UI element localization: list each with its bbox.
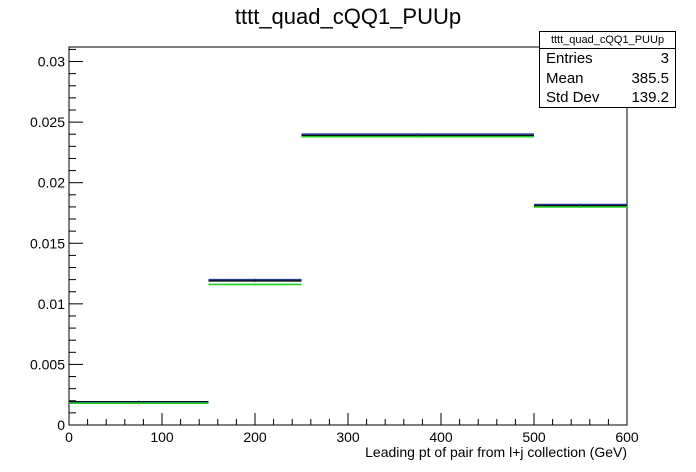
chart-title: tttt_quad_cQQ1_PUUp: [234, 4, 462, 29]
stats-label-mean: Mean: [546, 69, 584, 87]
stats-row-stddev: Std Dev 139.2: [540, 88, 675, 108]
y-tick-label: 0.025: [30, 114, 65, 130]
y-tick-label: 0.03: [38, 54, 65, 70]
stats-value-stddev: 139.2: [631, 89, 669, 106]
x-tick-label: 0: [65, 429, 73, 445]
stats-box: tttt_quad_cQQ1_PUUp Entries 3 Mean 385.5…: [539, 31, 676, 108]
stats-row-entries: Entries 3: [540, 49, 675, 69]
y-tick-label: 0.015: [30, 235, 65, 251]
y-tick-label: 0.005: [30, 356, 65, 372]
x-tick-label: 600: [615, 429, 639, 445]
x-tick-label: 100: [150, 429, 174, 445]
stats-label-stddev: Std Dev: [546, 89, 600, 106]
stats-box-name: tttt_quad_cQQ1_PUUp: [540, 32, 675, 49]
stats-value-mean: 385.5: [631, 69, 669, 87]
x-tick-label: 200: [243, 429, 267, 445]
x-tick-label: 500: [522, 429, 546, 445]
stats-row-mean: Mean 385.5: [540, 69, 675, 89]
y-tick-label: 0.01: [38, 296, 65, 312]
stats-value-entries: 3: [660, 50, 669, 67]
y-tick-label: 0.02: [38, 175, 65, 191]
x-axis-label: Leading pt of pair from l+j collection (…: [365, 444, 627, 460]
stats-label-entries: Entries: [546, 50, 593, 67]
x-tick-label: 300: [336, 429, 360, 445]
y-tick-label: 0: [57, 417, 65, 433]
x-tick-label: 400: [429, 429, 453, 445]
